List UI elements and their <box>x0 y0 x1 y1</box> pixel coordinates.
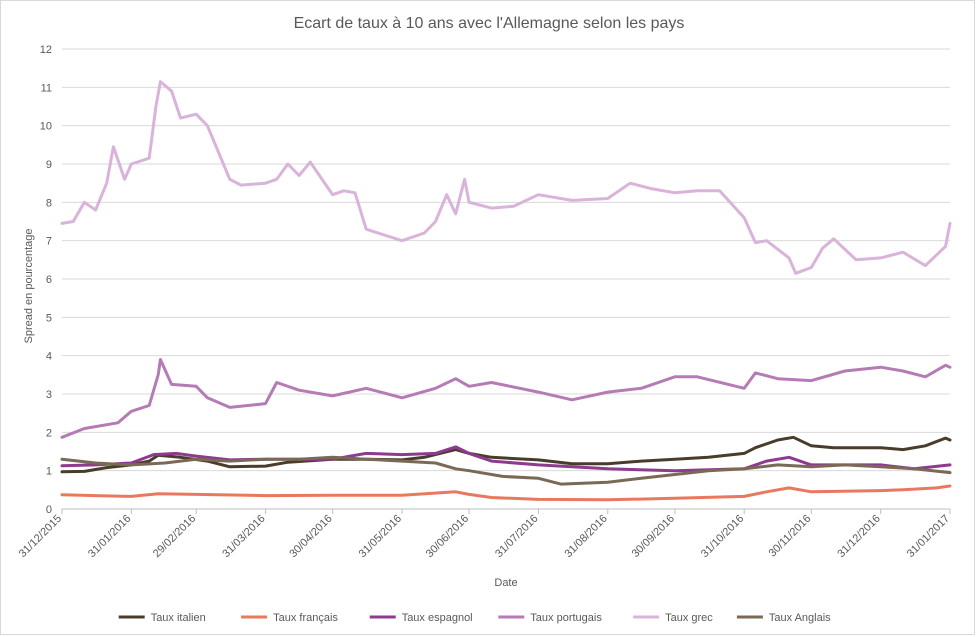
series-lines <box>60 80 952 502</box>
legend-label: Taux Anglais <box>769 612 831 624</box>
legend-label: Taux italien <box>151 612 206 624</box>
y-tick-label: 10 <box>40 121 52 133</box>
series-line <box>60 435 952 474</box>
x-tick-label: 31/03/2016 <box>220 513 267 560</box>
y-tick-label: 7 <box>46 236 52 248</box>
x-tick-label: 30/09/2016 <box>630 513 677 560</box>
y-tick-label: 12 <box>40 44 52 56</box>
x-tick-label: 31/10/2016 <box>699 513 746 560</box>
series-line <box>60 80 952 275</box>
legend: Taux italien Taux français Taux espagnol Ta… <box>118 612 831 624</box>
legend-label: Taux espagnol <box>402 612 473 624</box>
legend-item: Taux italien <box>118 612 206 624</box>
y-axis-title: Spread en pourcentage <box>23 229 35 344</box>
series-line <box>60 358 952 439</box>
x-axis-ticks: 31/12/2015 31/01/2016 29/02/2016 31/03/2016… <box>17 509 952 560</box>
y-tick-label: 11 <box>41 82 52 94</box>
legend-label: Taux grec <box>665 612 713 624</box>
x-tick-label: 31/12/2015 <box>17 513 64 560</box>
y-tick-label: 0 <box>46 504 52 516</box>
x-axis-title: Date <box>494 577 517 589</box>
series-line <box>60 484 952 502</box>
x-tick-label: 31/07/2016 <box>493 513 540 560</box>
y-tick-label: 9 <box>46 159 52 171</box>
y-tick-label: 4 <box>46 351 52 363</box>
chart-title: Ecart de taux à 10 ans avec l'Allemagne … <box>294 15 685 32</box>
legend-item: Taux français <box>241 612 338 624</box>
x-tick-label: 31/05/2016 <box>357 513 404 560</box>
x-tick-label: 30/06/2016 <box>424 513 471 560</box>
y-tick-label: 5 <box>46 312 52 324</box>
legend-label: Taux portugais <box>530 612 602 624</box>
x-tick-label: 31/08/2016 <box>562 513 609 560</box>
legend-item: Taux grec <box>633 612 713 624</box>
y-tick-label: 1 <box>46 466 52 478</box>
x-tick-label: 31/12/2016 <box>835 513 882 560</box>
legend-item: Taux espagnol <box>369 612 473 624</box>
x-tick-label: 30/04/2016 <box>287 513 334 560</box>
legend-item: Taux portugais <box>498 612 602 624</box>
series-line <box>60 445 952 473</box>
legend-item: Taux Anglais <box>736 612 831 624</box>
x-tick-label: 29/02/2016 <box>151 513 198 560</box>
y-tick-label: 6 <box>46 274 52 286</box>
x-tick-label: 31/01/2016 <box>86 513 133 560</box>
series-line <box>60 455 952 486</box>
legend-label: Taux français <box>273 612 338 624</box>
grid-lines <box>62 48 950 510</box>
x-tick-label: 31/01/2017 <box>905 513 952 560</box>
y-tick-label: 2 <box>46 427 52 439</box>
y-tick-label: 3 <box>46 389 52 401</box>
y-tick-label: 8 <box>46 197 52 209</box>
x-tick-label: 30/11/2016 <box>767 513 814 560</box>
